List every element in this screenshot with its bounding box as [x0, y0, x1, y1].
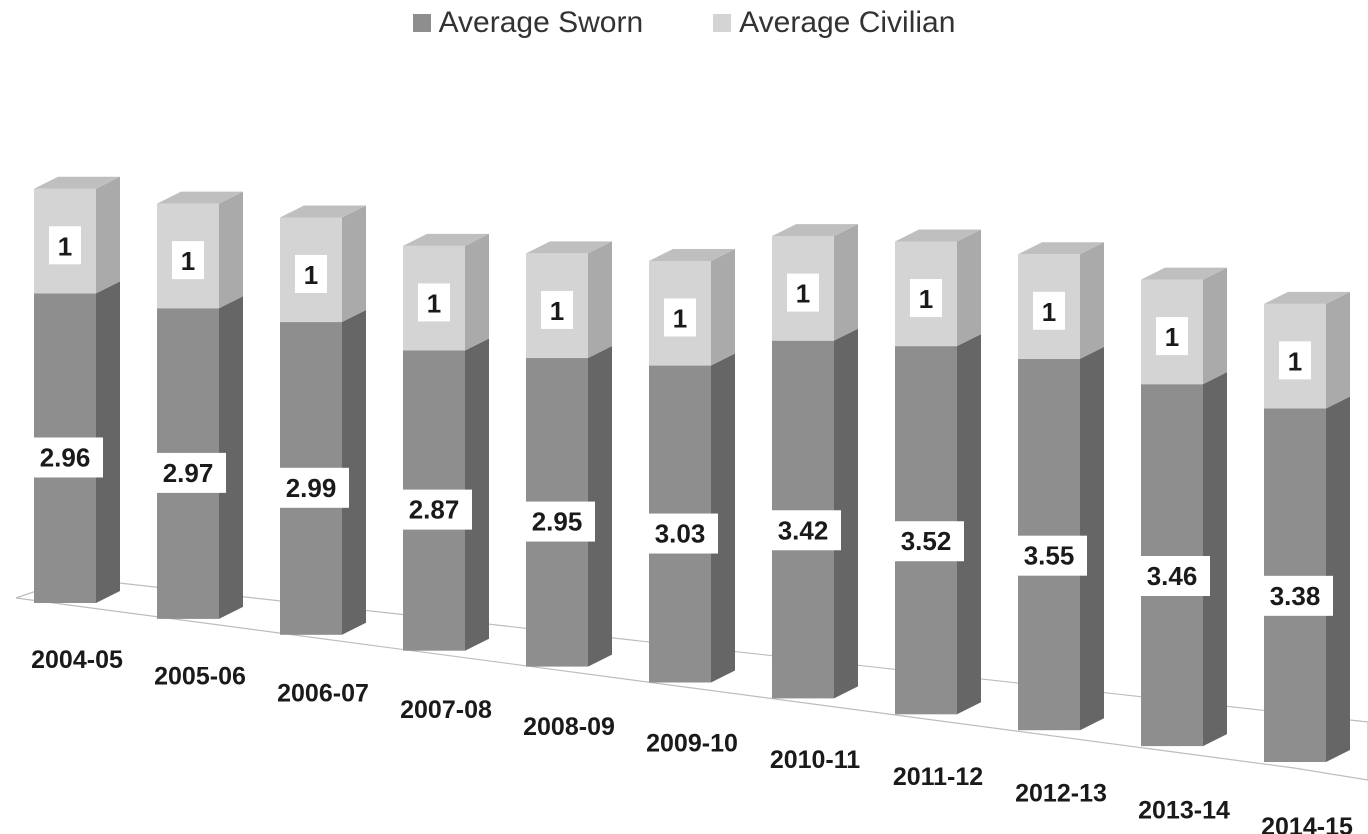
bar-sworn-side-2009-10: [711, 353, 735, 683]
category-label-2008-09: 2008-09: [523, 713, 615, 741]
data-label-civilian-2004-05: 1: [58, 231, 72, 261]
data-label-bg-sworn-2008-09: [519, 501, 595, 542]
bar-civilian-side-2005-06: [219, 191, 243, 309]
data-label-bg-sworn-2010-11: [765, 510, 841, 551]
bar-civilian-side-2011-12: [957, 229, 981, 347]
bar-civilian-top-2013-14: [1141, 267, 1227, 280]
bar-civilian-side-2012-13: [1080, 242, 1104, 359]
bar-civilian-side-2014-15: [1326, 291, 1350, 409]
data-label-bg-civilian-2009-10: [664, 298, 696, 337]
data-label-bg-sworn-2006-07: [273, 467, 349, 508]
data-label-bg-sworn-2014-15: [1257, 575, 1333, 616]
data-label-bg-civilian-2011-12: [910, 279, 942, 318]
data-label-civilian-2012-13: 1: [1042, 297, 1056, 327]
data-label-bg-civilian-2014-15: [1279, 341, 1311, 380]
data-label-bg-civilian-2012-13: [1033, 291, 1065, 330]
bar-civilian-side-2006-07: [342, 205, 366, 323]
category-label-2006-07: 2006-07: [277, 679, 369, 707]
category-label-2012-13: 2012-13: [1015, 780, 1107, 808]
category-label-2014-15: 2014-15: [1261, 813, 1353, 834]
bar-sworn-side-2006-07: [342, 310, 366, 635]
data-label-civilian-2010-11: 1: [796, 279, 810, 309]
bar-sworn-side-2007-08: [465, 338, 489, 651]
category-label-2005-06: 2005-06: [154, 663, 246, 691]
data-label-sworn-2004-05: 2.96: [40, 442, 91, 472]
bar-civilian-top-2004-05: [34, 176, 120, 189]
data-label-civilian-2007-08: 1: [427, 288, 441, 318]
bar-civilian-side-2004-05: [96, 176, 120, 294]
bar-civilian-side-2008-09: [588, 241, 612, 359]
category-label-2011-12: 2011-12: [893, 763, 983, 791]
data-label-bg-civilian-2005-06: [172, 241, 204, 280]
bar-civilian-top-2010-11: [772, 224, 858, 237]
data-label-bg-sworn-2007-08: [396, 489, 472, 530]
bar-sworn-side-2010-11: [834, 328, 858, 699]
data-label-sworn-2007-08: 2.87: [409, 495, 460, 525]
bar-civilian-side-2010-11: [834, 224, 858, 341]
bar-sworn-side-2014-15: [1326, 396, 1350, 762]
bar-sworn-side-2008-09: [588, 346, 612, 667]
bar-civilian-top-2012-13: [1018, 242, 1104, 255]
category-label-2009-10: 2009-10: [646, 730, 738, 758]
bar-civilian-side-2013-14: [1203, 267, 1227, 385]
bar-sworn-side-2004-05: [96, 281, 120, 603]
data-label-bg-civilian-2007-08: [418, 283, 450, 322]
data-label-bg-civilian-2006-07: [295, 254, 327, 293]
bar-civilian-side-2009-10: [711, 248, 735, 366]
bar-civilian-side-2007-08: [465, 233, 489, 351]
bar-civilian-top-2007-08: [403, 233, 489, 246]
legend-swatch-civilian: [713, 14, 732, 32]
data-label-bg-civilian-2010-11: [787, 273, 819, 312]
legend-item-civilian: Average Civilian: [713, 6, 955, 40]
data-label-bg-civilian-2008-09: [541, 290, 573, 329]
bar-sworn-side-2013-14: [1203, 372, 1227, 747]
category-label-2010-11: 2010-11: [770, 746, 860, 774]
category-label-2004-05: 2004-05: [31, 646, 123, 674]
legend-label-civilian: Average Civilian: [739, 6, 956, 39]
data-label-civilian-2014-15: 1: [1288, 346, 1302, 376]
data-label-sworn-2006-07: 2.99: [286, 473, 337, 503]
data-label-sworn-2014-15: 3.38: [1270, 581, 1321, 611]
data-label-civilian-2006-07: 1: [304, 260, 318, 290]
bar-civilian-top-2006-07: [280, 205, 366, 218]
bar-sworn-side-2011-12: [957, 334, 981, 715]
bar-civilian-top-2014-15: [1264, 291, 1350, 304]
legend-item-sworn: Average Sworn: [412, 6, 644, 40]
bar-sworn-side-2005-06: [219, 296, 243, 619]
data-label-sworn-2012-13: 3.55: [1024, 541, 1075, 571]
data-label-sworn-2005-06: 2.97: [163, 458, 214, 488]
data-label-bg-civilian-2013-14: [1156, 317, 1188, 356]
category-label-2013-14: 2013-14: [1138, 796, 1230, 824]
bar-civilian-top-2008-09: [526, 241, 612, 254]
data-label-bg-sworn-2011-12: [888, 521, 964, 562]
data-label-sworn-2013-14: 3.46: [1147, 561, 1198, 591]
data-label-bg-sworn-2012-13: [1011, 535, 1087, 576]
legend-label-sworn: Average Sworn: [438, 6, 644, 39]
data-label-sworn-2009-10: 3.03: [655, 519, 706, 549]
category-label-2007-08: 2007-08: [400, 696, 492, 724]
bar-civilian-top-2009-10: [649, 248, 735, 261]
data-label-bg-sworn-2005-06: [150, 452, 226, 493]
data-label-sworn-2008-09: 2.95: [532, 507, 583, 537]
data-label-civilian-2009-10: 1: [673, 303, 687, 333]
bar-civilian-top-2005-06: [157, 191, 243, 204]
data-label-bg-sworn-2004-05: [27, 437, 103, 478]
data-label-sworn-2011-12: 3.52: [901, 526, 952, 556]
legend: Average Sworn Average Civilian: [0, 6, 1368, 40]
data-label-civilian-2008-09: 1: [550, 296, 564, 326]
data-label-civilian-2005-06: 1: [181, 246, 195, 276]
bar-civilian-top-2011-12: [895, 229, 981, 242]
data-label-bg-sworn-2013-14: [1134, 555, 1210, 596]
data-label-sworn-2010-11: 3.42: [778, 515, 829, 545]
data-label-bg-civilian-2004-05: [49, 226, 81, 265]
legend-swatch-sworn: [412, 14, 431, 32]
data-label-bg-sworn-2009-10: [642, 513, 718, 554]
data-label-civilian-2013-14: 1: [1165, 322, 1179, 352]
bar-sworn-side-2012-13: [1080, 346, 1104, 731]
data-label-civilian-2011-12: 1: [919, 284, 933, 314]
